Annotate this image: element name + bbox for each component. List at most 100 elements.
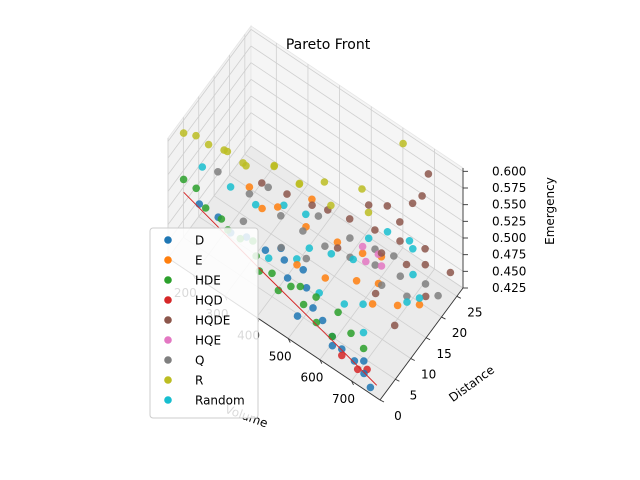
point-hde (192, 184, 200, 193)
point-d (261, 246, 270, 254)
point-hqde (421, 245, 429, 253)
z-grid-line (250, 29, 464, 172)
point-hde (359, 344, 368, 353)
z-grid-line (167, 45, 252, 159)
legend-marker-hqe (164, 336, 172, 344)
legend-marker-random (164, 396, 172, 404)
y-tick-label: 0 (394, 409, 402, 423)
point-hde (312, 318, 321, 327)
point-random (251, 200, 260, 209)
legend-label-hqde: HQDE (195, 314, 230, 328)
x-tick-label: 700 (332, 392, 355, 406)
z-grid-line (250, 45, 464, 189)
point-hde (287, 282, 295, 291)
legend-label-r: R (195, 374, 203, 388)
point-random (349, 255, 358, 264)
point-q (321, 242, 329, 250)
point-q (264, 183, 273, 192)
point-hqde (308, 201, 316, 209)
point-random (403, 298, 411, 306)
point-hqe (362, 257, 370, 266)
point-hqde (418, 192, 426, 200)
point-hqde (258, 179, 266, 187)
point-hqde (364, 201, 373, 209)
point-random (409, 270, 417, 279)
point-q (299, 227, 307, 235)
z-grid-line (167, 112, 252, 225)
point-hde (201, 204, 210, 212)
point-r (270, 161, 279, 170)
point-random (415, 294, 424, 302)
point-r (295, 179, 304, 188)
point-e (293, 261, 301, 269)
point-random (327, 250, 336, 258)
y-tick-mark (395, 378, 400, 382)
point-e (352, 277, 361, 285)
z-grid-line (167, 95, 252, 209)
point-hqde (333, 244, 342, 252)
x-tick-mark (287, 338, 291, 343)
legend-label-hde: HDE (195, 274, 221, 288)
point-q (403, 292, 411, 301)
legend-marker-hde (164, 276, 172, 284)
point-hqde (383, 202, 392, 210)
x-tick-mark (319, 359, 323, 364)
point-hqde (371, 226, 379, 234)
legend-marker-q (164, 356, 172, 364)
z-tick-label: 0.450 (492, 264, 526, 278)
y-tick-label: 15 (436, 347, 451, 361)
point-d (350, 357, 359, 365)
point-hqde (408, 199, 417, 208)
legend-label-random: Random (195, 394, 245, 408)
point-random (293, 255, 301, 263)
x-tick-mark (351, 380, 354, 386)
point-hde (312, 293, 320, 301)
point-q (214, 168, 222, 176)
legend-marker-e (164, 256, 172, 264)
point-r (239, 159, 247, 167)
y-grid-line (244, 153, 458, 297)
point-e (415, 300, 424, 309)
z-tick-label: 0.600 (492, 164, 526, 178)
point-e (308, 195, 316, 204)
z-tick-label: 0.550 (492, 198, 526, 212)
legend-box (149, 227, 259, 419)
y-tick-label: 25 (467, 305, 482, 319)
x-tick-label: 600 (300, 371, 323, 385)
legend-marker-d (164, 236, 172, 244)
z-tick-label: 0.425 (492, 281, 526, 295)
point-d (283, 274, 292, 282)
point-hqde (390, 321, 399, 330)
y-tick-label: 20 (452, 326, 467, 340)
point-q (390, 252, 398, 260)
point-d (366, 383, 375, 392)
point-r (399, 139, 407, 148)
point-d (309, 304, 317, 312)
point-q (277, 243, 286, 252)
point-random (359, 300, 367, 309)
point-hde (328, 332, 337, 341)
z-grid-line (167, 79, 252, 192)
x-grid-line (287, 226, 372, 339)
point-q (245, 190, 254, 198)
point-hqe (377, 262, 386, 270)
point-r (358, 185, 366, 193)
point-e (368, 300, 377, 308)
point-d (338, 345, 346, 353)
legend-label-hqe: HQE (195, 334, 221, 348)
z-tick-label: 0.525 (492, 214, 526, 228)
point-q (371, 261, 380, 269)
point-q (277, 212, 285, 220)
point-d (328, 341, 337, 350)
y-axis-label: Distance (446, 363, 497, 405)
z-grid-line (250, 79, 464, 222)
point-hde (299, 300, 308, 309)
point-random (226, 183, 235, 191)
z-grid-line (167, 62, 252, 175)
point-random (305, 244, 314, 252)
point-e (245, 183, 254, 191)
point-r (192, 131, 200, 140)
point-hde (347, 329, 355, 338)
point-hde (179, 175, 188, 184)
y-axis-line (379, 287, 464, 401)
